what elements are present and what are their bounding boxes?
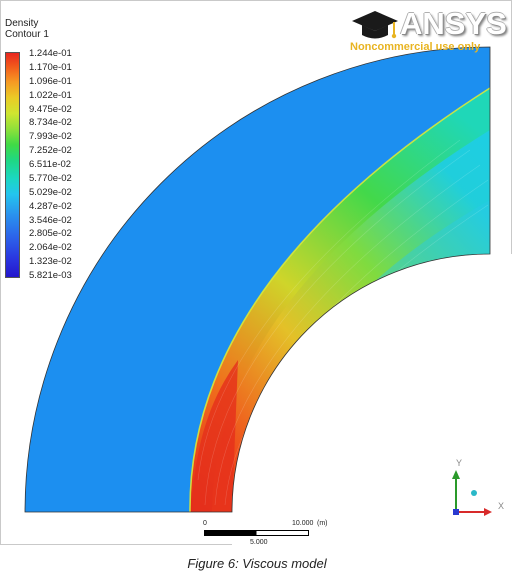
axis-triad-graphic <box>452 470 492 516</box>
axis-x-label: X <box>498 501 505 511</box>
legend-tick-label: 1.022e-01 <box>29 89 72 101</box>
scale-end-label: 10.000 <box>292 520 314 527</box>
domain-outline <box>24 46 491 513</box>
legend-tick-label: 1.170e-01 <box>29 61 72 73</box>
scale-mid-label: 5.000 <box>250 539 268 546</box>
graduation-cap-icon <box>352 11 398 39</box>
legend-title: Density Contour 1 <box>5 18 49 40</box>
legend-variable: Density <box>5 18 39 29</box>
legend-tick-label: 1.323e-02 <box>29 256 72 268</box>
stagnation-hot-zone <box>192 360 238 512</box>
legend-colorbar <box>5 52 20 278</box>
scale-start-label: 0 <box>203 520 207 527</box>
legend-tick-label: 6.511e-02 <box>29 159 72 170</box>
noncommercial-notice: Noncommercial use only <box>350 41 481 53</box>
axis-triad: Y X <box>446 455 506 520</box>
figure-caption: Figure 6: Viscous model <box>187 556 327 571</box>
legend-tick-label: 5.029e-02 <box>29 186 72 198</box>
legend-tick-label: 1.096e-01 <box>29 75 72 87</box>
legend-tick-label: 1.244e-01 <box>29 48 72 59</box>
scale-bar-graphic <box>204 530 309 536</box>
legend-tick-label: 3.546e-02 <box>29 214 72 226</box>
axis-y-label: Y <box>456 458 463 468</box>
density-contour-plot <box>24 46 514 545</box>
legend-contour-name: Contour 1 <box>5 29 49 40</box>
scale-bar: 0 10.000 (m) 5.000 <box>190 518 340 548</box>
legend-tick-label: 7.252e-02 <box>29 145 72 157</box>
legend-tick-label: 2.064e-02 <box>29 242 72 254</box>
shock-front-line <box>189 87 491 513</box>
ansys-wordmark: ANSYS <box>400 6 507 41</box>
ansys-logo: ANSYS Noncommercial use only <box>350 5 507 55</box>
body-cutout <box>232 254 514 545</box>
legend-tick-label: 4.287e-02 <box>29 200 72 212</box>
legend-tick-label: 2.805e-02 <box>29 228 72 240</box>
legend-tick-label: 5.821e-03 <box>29 270 72 281</box>
scale-unit-label: (m) <box>317 520 328 527</box>
legend-tick-label: 5.770e-02 <box>29 172 72 184</box>
legend-tick-label: 8.734e-02 <box>29 117 72 129</box>
legend-tick-label: 9.475e-02 <box>29 103 72 115</box>
legend-tick-label: 7.993e-02 <box>29 131 72 143</box>
